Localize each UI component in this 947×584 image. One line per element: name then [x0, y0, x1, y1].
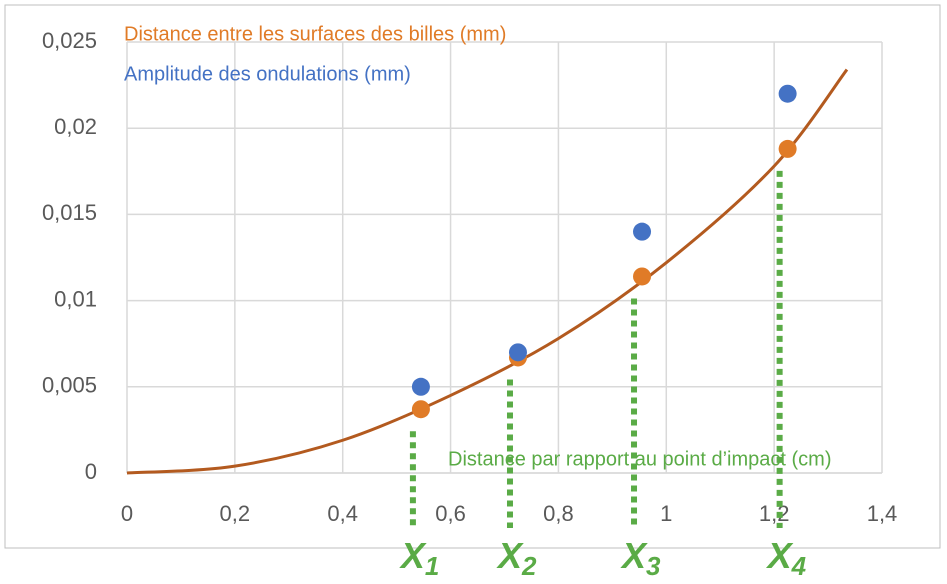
legend-entry: Distance entre les surfaces des billes (…: [124, 23, 506, 45]
y-tick-label: 0,025: [42, 28, 97, 53]
point: [633, 267, 652, 286]
y-tick-label: 0,01: [54, 286, 97, 311]
annotation-label: X: [496, 535, 524, 576]
x-tick-label: 0,2: [220, 501, 251, 526]
point: [411, 400, 430, 419]
x-tick-label: 0,4: [327, 501, 358, 526]
x-tick-label: 1,4: [867, 501, 898, 526]
point: [633, 222, 652, 241]
annotation: X2: [496, 535, 537, 581]
annotation-label: X: [620, 535, 648, 576]
point: [508, 343, 527, 362]
x-tick-label: 1,2: [759, 501, 790, 526]
x-axis-title: Distance par rapport au point d’impact (…: [448, 448, 832, 470]
annotation-subscript: 2: [521, 551, 537, 581]
annotation-subscript: 3: [646, 551, 661, 581]
x-tick-label: 0,8: [543, 501, 574, 526]
annotation-subscript: 1: [425, 551, 439, 581]
annotation-subscript: 4: [791, 551, 807, 581]
annotation: X3: [620, 535, 661, 581]
y-tick-label: 0,02: [54, 114, 97, 139]
annotation-label: X: [766, 535, 794, 576]
y-tick-label: 0,015: [42, 200, 97, 225]
y-tick-label: 0,005: [42, 373, 97, 398]
point: [778, 139, 797, 158]
x-tick-label: 0,6: [435, 501, 466, 526]
x-tick-label: 1: [660, 501, 672, 526]
point: [778, 84, 797, 103]
x-tick-label: 0: [121, 501, 133, 526]
annotation-label: X: [399, 535, 427, 576]
annotation: X1: [399, 535, 439, 581]
y-tick-label: 0: [85, 459, 97, 484]
point: [411, 377, 430, 396]
legend-entry: Amplitude des ondulations (mm): [124, 63, 411, 85]
annotation: X4: [766, 535, 807, 581]
